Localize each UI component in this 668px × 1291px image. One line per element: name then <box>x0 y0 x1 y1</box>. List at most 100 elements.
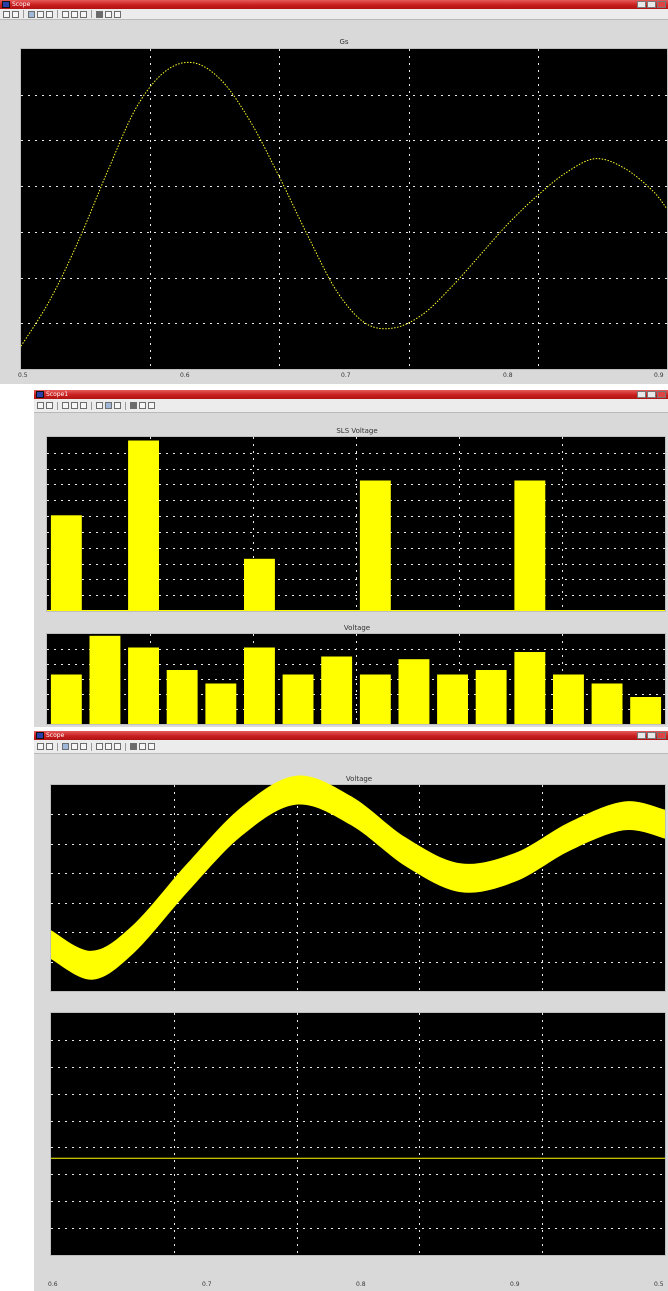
scope3-bottom-axes[interactable] <box>50 1012 666 1256</box>
sls-voltage-burst <box>514 480 546 611</box>
zoom-icon[interactable] <box>62 743 69 750</box>
signal-select-icon[interactable] <box>148 743 155 750</box>
close-icon[interactable] <box>657 732 666 739</box>
lock-icon[interactable] <box>105 10 112 18</box>
scope3-top-plot <box>51 775 665 991</box>
lock-icon[interactable] <box>139 743 146 750</box>
window-title: Scope <box>46 732 65 739</box>
bottom-panel-title: Voltage <box>343 624 371 632</box>
x-tick-label: 0.7 <box>341 372 351 379</box>
maximize-icon[interactable] <box>647 391 656 398</box>
title-bar[interactable]: Scope <box>0 0 668 9</box>
scope-toolbar <box>34 399 668 413</box>
voltage-band <box>51 775 665 980</box>
toolbar-divider <box>23 10 24 18</box>
print-icon[interactable] <box>37 743 44 750</box>
close-icon[interactable] <box>657 1 666 8</box>
toolbar-divider <box>91 742 92 751</box>
zoom-y-icon[interactable] <box>80 402 87 409</box>
scope1-axes[interactable] <box>20 48 668 370</box>
sls-voltage-burst <box>50 515 82 611</box>
voltage-burst <box>50 674 82 724</box>
parameters-icon[interactable] <box>46 402 53 409</box>
float-icon[interactable] <box>130 402 137 409</box>
zoom-icon[interactable] <box>62 402 69 409</box>
toolbar-divider <box>91 401 92 410</box>
zoom-y-icon[interactable] <box>46 10 53 18</box>
window-controls <box>637 732 666 739</box>
scope-toolbar <box>0 9 668 20</box>
save-axes-icon[interactable] <box>105 402 112 409</box>
panel-title: Gs <box>339 38 349 46</box>
maximize-icon[interactable] <box>647 1 656 8</box>
voltage-burst <box>514 652 546 724</box>
zoom-x-icon[interactable] <box>37 10 44 18</box>
x-tick-label: 0.5 <box>18 372 28 379</box>
toolbar-divider <box>57 742 58 751</box>
toolbar-divider <box>91 10 92 18</box>
scope3-bottom-plot <box>51 1013 665 1255</box>
toolbar-divider <box>57 10 58 18</box>
maximize-icon[interactable] <box>647 732 656 739</box>
signal-select-icon[interactable] <box>148 402 155 409</box>
scope-app-icon <box>2 1 10 8</box>
voltage-burst <box>359 674 391 724</box>
autoscale-icon[interactable] <box>96 402 103 409</box>
x-tick-label: 0.9 <box>510 1281 520 1288</box>
float-icon[interactable] <box>130 743 137 750</box>
title-bar[interactable]: Scope <box>34 731 668 740</box>
voltage-burst <box>553 674 584 724</box>
scope-app-icon <box>36 732 44 739</box>
title-bar[interactable]: Scope1 <box>34 390 668 399</box>
x-tick-label: 0.6 <box>48 1281 58 1288</box>
scope-window-1: Scope Gs 0.5 0.6 0.7 0.8 0.9 <box>0 0 668 384</box>
sls-voltage-burst <box>128 440 159 611</box>
save-axes-icon[interactable] <box>71 10 78 18</box>
scope2-top-axes[interactable] <box>46 436 666 612</box>
zoom-y-icon[interactable] <box>80 743 87 750</box>
restore-icon[interactable] <box>80 10 87 18</box>
gridlines <box>21 49 667 369</box>
zoom-x-icon[interactable] <box>71 402 78 409</box>
window-title: Scope1 <box>46 391 69 398</box>
bottom-panel-title <box>50 1002 668 1012</box>
minimize-icon[interactable] <box>637 391 646 398</box>
restore-icon[interactable] <box>114 402 121 409</box>
sls-voltage-burst <box>244 558 275 611</box>
voltage-burst <box>89 635 121 724</box>
scope2-bottom-axes[interactable] <box>46 633 666 725</box>
zoom-x-icon[interactable] <box>71 743 78 750</box>
toolbar-divider <box>57 401 58 410</box>
print-icon[interactable] <box>3 10 10 18</box>
parameters-icon[interactable] <box>12 10 19 18</box>
top-panel-title: SLS Voltage <box>336 427 378 435</box>
print-icon[interactable] <box>37 402 44 409</box>
minimize-icon[interactable] <box>637 732 646 739</box>
voltage-burst <box>630 697 662 724</box>
restore-icon[interactable] <box>114 743 121 750</box>
voltage-burst <box>398 659 430 724</box>
minimize-icon[interactable] <box>637 1 646 8</box>
scope3-top-axes[interactable] <box>50 775 666 992</box>
voltage-burst <box>128 647 159 724</box>
lock-icon[interactable] <box>139 402 146 409</box>
close-icon[interactable] <box>657 391 666 398</box>
voltage-burst <box>166 670 198 724</box>
save-axes-icon[interactable] <box>105 743 112 750</box>
gridlines <box>51 1013 665 1255</box>
voltage-burst <box>437 674 468 724</box>
autoscale-icon[interactable] <box>62 10 69 18</box>
parameters-icon[interactable] <box>46 743 53 750</box>
float-icon[interactable] <box>96 10 103 18</box>
scope-app-icon <box>36 391 44 398</box>
scope2-top-plot <box>47 437 665 611</box>
voltage-burst <box>591 683 623 724</box>
scope1-plot <box>20 49 668 369</box>
voltage-burst <box>205 683 237 724</box>
x-tick-label: 0.6 <box>180 372 190 379</box>
signal-select-icon[interactable] <box>114 10 121 18</box>
autoscale-icon[interactable] <box>96 743 103 750</box>
x-tick-label: 0.9 <box>654 372 664 379</box>
scope2-bottom-plot <box>47 634 665 724</box>
zoom-icon[interactable] <box>28 10 35 18</box>
